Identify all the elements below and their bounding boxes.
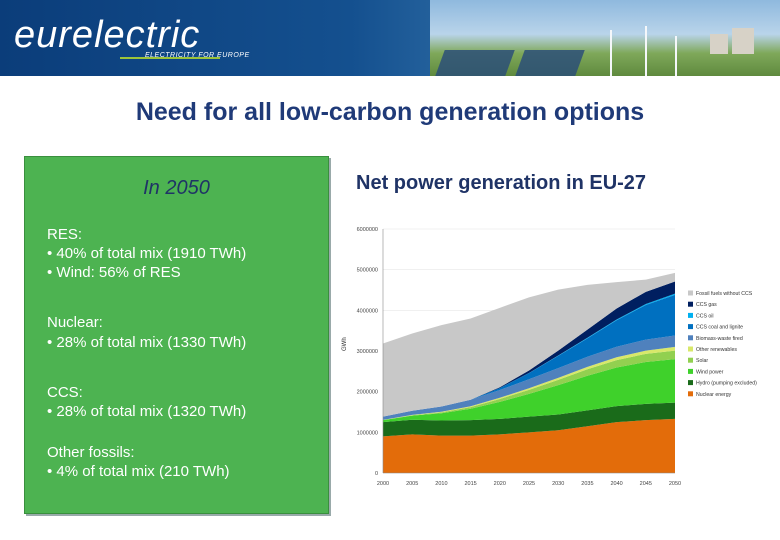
legend-label: Wind power (696, 369, 724, 375)
area-ccs-gas (383, 281, 675, 417)
x-tick-label: 2040 (610, 481, 622, 487)
generation-chart: 0 1000000 2000000 3000000 4000000 5000000 6000… (342, 227, 757, 487)
y-tick-label: 4000000 (357, 308, 378, 314)
x-tick-label: 2050 (669, 481, 681, 487)
y-tick-label: 5000000 (357, 268, 378, 274)
y-tick-label: 1000000 (357, 430, 378, 436)
x-tick-label: 2005 (406, 481, 418, 487)
legend-swatch (688, 357, 693, 363)
other-fossils-label: Other fossils: (47, 444, 135, 461)
y-tick-label: 2000000 (357, 390, 378, 396)
legend-swatch (688, 290, 693, 296)
res-line-2: • Wind: 56% of RES (47, 264, 181, 281)
y-axis: 0 1000000 2000000 3000000 4000000 5000000 6000… (357, 227, 384, 477)
x-tick-label: 2035 (581, 481, 593, 487)
nuclear-line-1: • 28% of total mix (1330 TWh) (47, 334, 247, 351)
area-nuclear-energy (383, 418, 675, 473)
x-tick-label: 2020 (494, 481, 506, 487)
other-fossils-line-1: • 4% of total mix (210 TWh) (47, 463, 230, 480)
header-banner: eurelectric ELECTRICITY FOR EUROPE (0, 0, 780, 76)
legend-swatch (688, 346, 693, 352)
legend-swatch (688, 368, 693, 374)
legend-label: Fossil fuels without CCS (696, 291, 753, 297)
res-label: RES: (47, 226, 83, 243)
legend-label: CCS gas (696, 302, 717, 308)
legend-label: Biomass-waste fired (696, 336, 743, 342)
area-ccs-coal-and-lignite (383, 294, 675, 417)
chart-legend: Fossil fuels without CCS CCS gas CCS oil CC… (688, 290, 757, 398)
res-line-1: • 40% of total mix (1910 TWh) (47, 245, 247, 262)
legend-label: Nuclear energy (696, 392, 732, 398)
x-tick-label: 2045 (640, 481, 652, 487)
area-solar (383, 350, 675, 421)
ccs-line-1: • 28% of total mix (1320 TWh) (47, 403, 247, 420)
legend-swatch (688, 380, 693, 386)
legend-swatch (688, 335, 693, 341)
nuclear-label: Nuclear: (47, 314, 103, 331)
legend-swatch (688, 301, 693, 307)
x-axis: 2000 2005 2010 2015 2020 2025 2030 2035 2040 2045… (377, 472, 681, 487)
x-tick-label: 2030 (552, 481, 564, 487)
banner-photo (430, 0, 780, 76)
area-hydro-pumping-excluded (383, 402, 675, 437)
eurelectric-logo: eurelectric (14, 14, 201, 56)
area-wind-power (383, 359, 675, 423)
y-tick-label: 3000000 (357, 349, 378, 355)
chart-areas (383, 272, 675, 473)
legend-label: CCS coal and lignite (696, 325, 743, 331)
area-fossil-fuels-without-ccs (383, 272, 675, 417)
legend-label: Solar (696, 358, 708, 364)
logo-tagline: ELECTRICITY FOR EUROPE (145, 52, 250, 59)
y-tick-label: 0 (375, 471, 378, 477)
page-title: Need for all low-carbon generation optio… (135, 98, 645, 126)
x-tick-label: 2025 (523, 481, 535, 487)
x-tick-label: 2015 (464, 481, 476, 487)
ccs-label: CCS: (47, 384, 83, 401)
panel-heading: In 2050 (143, 177, 210, 199)
area-biomass-waste-fired (383, 335, 675, 420)
legend-label: CCS oil (696, 313, 714, 319)
y-axis-label: GWh (342, 337, 348, 351)
y-tick-label: 6000000 (357, 227, 378, 233)
legend-swatch (688, 391, 693, 397)
x-tick-label: 2000 (377, 481, 389, 487)
logo-underline (120, 57, 220, 59)
legend-swatch (688, 312, 693, 318)
legend-swatch (688, 324, 693, 330)
x-tick-label: 2010 (435, 481, 447, 487)
legend-label: Hydro (pumping excluded) (696, 381, 757, 387)
summary-panel: In 2050 RES: • 40% of total mix (1910 TW… (24, 156, 329, 514)
chart-title: Net power generation in EU-27 (356, 172, 647, 194)
legend-label: Other renewables (696, 347, 737, 353)
